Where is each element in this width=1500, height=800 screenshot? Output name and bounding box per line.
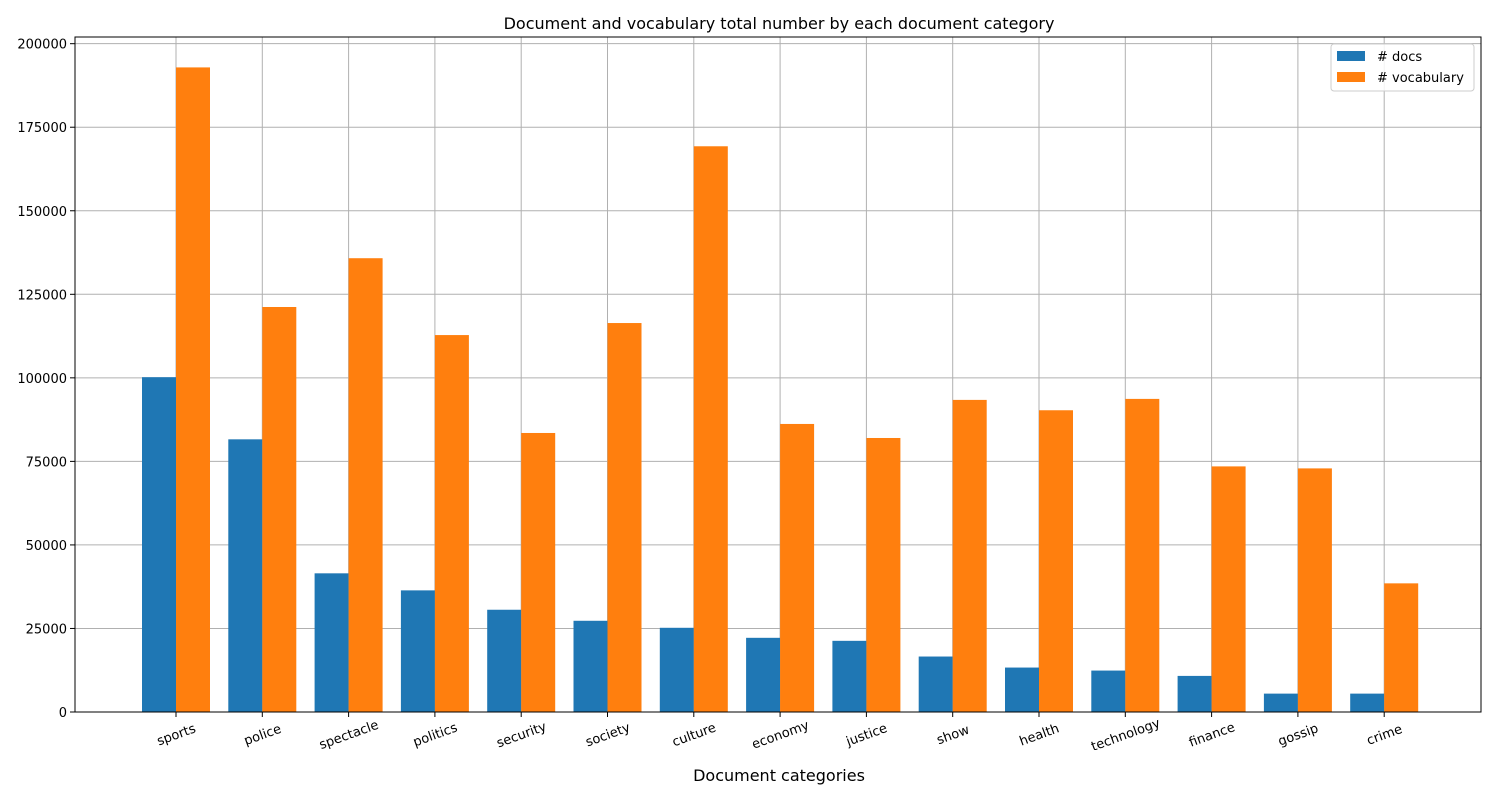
- bar-vocabulary-spectacle: [348, 258, 383, 712]
- y-tick-label: 0: [59, 706, 67, 721]
- bar-vocabulary-technology: [1125, 398, 1160, 712]
- bar-docs-politics: [400, 590, 435, 712]
- x-tick-label-justice: justice: [843, 721, 889, 750]
- y-tick-label: 125000: [17, 288, 67, 303]
- bar-docs-sports: [142, 377, 176, 712]
- bar-vocabulary-sports: [176, 67, 210, 712]
- x-tick-label-culture: culture: [670, 721, 718, 751]
- x-tick-label-technology: technology: [1089, 716, 1162, 755]
- legend-label-docs: # docs: [1377, 50, 1422, 65]
- bar-docs-crime: [1350, 693, 1385, 712]
- chart-title: Document and vocabulary total number by …: [504, 14, 1055, 33]
- legend-frame: [1330, 43, 1475, 92]
- x-tick-label-economy: economy: [750, 718, 811, 753]
- plot-frame: [74, 36, 1482, 713]
- x-axis-label: Document categories: [693, 766, 865, 785]
- bar-vocabulary-justice: [866, 437, 901, 712]
- y-tick-label: 175000: [17, 121, 67, 136]
- x-tick-label-health: health: [1018, 721, 1062, 749]
- y-axis: 0 25000 50000 75000 100000 125000 150000 175000…: [17, 38, 75, 721]
- bar-vocabulary-show: [952, 399, 987, 712]
- x-tick-label-police: police: [242, 722, 283, 749]
- x-axis: sports police spectacle politics security soc…: [155, 712, 1405, 755]
- y-tick-label: 200000: [17, 38, 67, 53]
- y-tick-label: 100000: [17, 372, 67, 387]
- y-tick-label: 75000: [26, 455, 67, 470]
- bar-docs-justice: [832, 640, 867, 712]
- y-tick-label: 150000: [17, 205, 67, 220]
- legend-swatch-docs: [1337, 51, 1365, 61]
- bar-docs-security: [487, 609, 522, 712]
- bar-docs-technology: [1091, 670, 1126, 712]
- x-tick-label-society: society: [584, 720, 633, 750]
- bar-vocabulary-health: [1039, 410, 1073, 712]
- x-tick-label-crime: crime: [1365, 722, 1405, 749]
- bar-docs-spectacle: [314, 573, 349, 712]
- bar-docs-show: [918, 656, 953, 712]
- bar-docs-culture: [659, 627, 694, 712]
- legend-label-vocabulary: # vocabulary: [1377, 71, 1464, 86]
- x-tick-label-finance: finance: [1187, 720, 1237, 750]
- bar-vocabulary-security: [521, 432, 556, 712]
- y-tick-label: 25000: [26, 622, 67, 637]
- bar-vocabulary-economy: [780, 423, 815, 712]
- bar-docs-health: [1005, 667, 1039, 712]
- bar-docs-gossip: [1263, 693, 1298, 712]
- bar-vocabulary-politics: [434, 335, 469, 712]
- x-tick-label-security: security: [495, 719, 549, 751]
- bar-vocabulary-gossip: [1297, 468, 1332, 712]
- bar-vocabulary-culture: [693, 146, 728, 713]
- legend: # docs # vocabulary: [1330, 43, 1475, 92]
- bar-docs-finance: [1177, 675, 1212, 712]
- bar-docs-police: [228, 439, 263, 712]
- bar-vocabulary-finance: [1211, 466, 1246, 712]
- x-tick-label-politics: politics: [411, 720, 460, 750]
- bar-vocabulary-police: [262, 307, 297, 712]
- bar-docs-economy: [746, 637, 781, 712]
- x-tick-label-spectacle: spectacle: [317, 718, 380, 753]
- y-tick-label: 50000: [26, 539, 67, 554]
- bar-vocabulary-crime: [1384, 583, 1419, 712]
- x-tick-label-show: show: [935, 722, 972, 748]
- bar-docs-society: [573, 620, 608, 712]
- legend-swatch-vocabulary: [1337, 72, 1365, 82]
- x-tick-label-sports: sports: [155, 721, 198, 749]
- bar-vocabulary-society: [607, 323, 642, 712]
- x-tick-label-gossip: gossip: [1276, 721, 1320, 749]
- bars: [142, 67, 1419, 713]
